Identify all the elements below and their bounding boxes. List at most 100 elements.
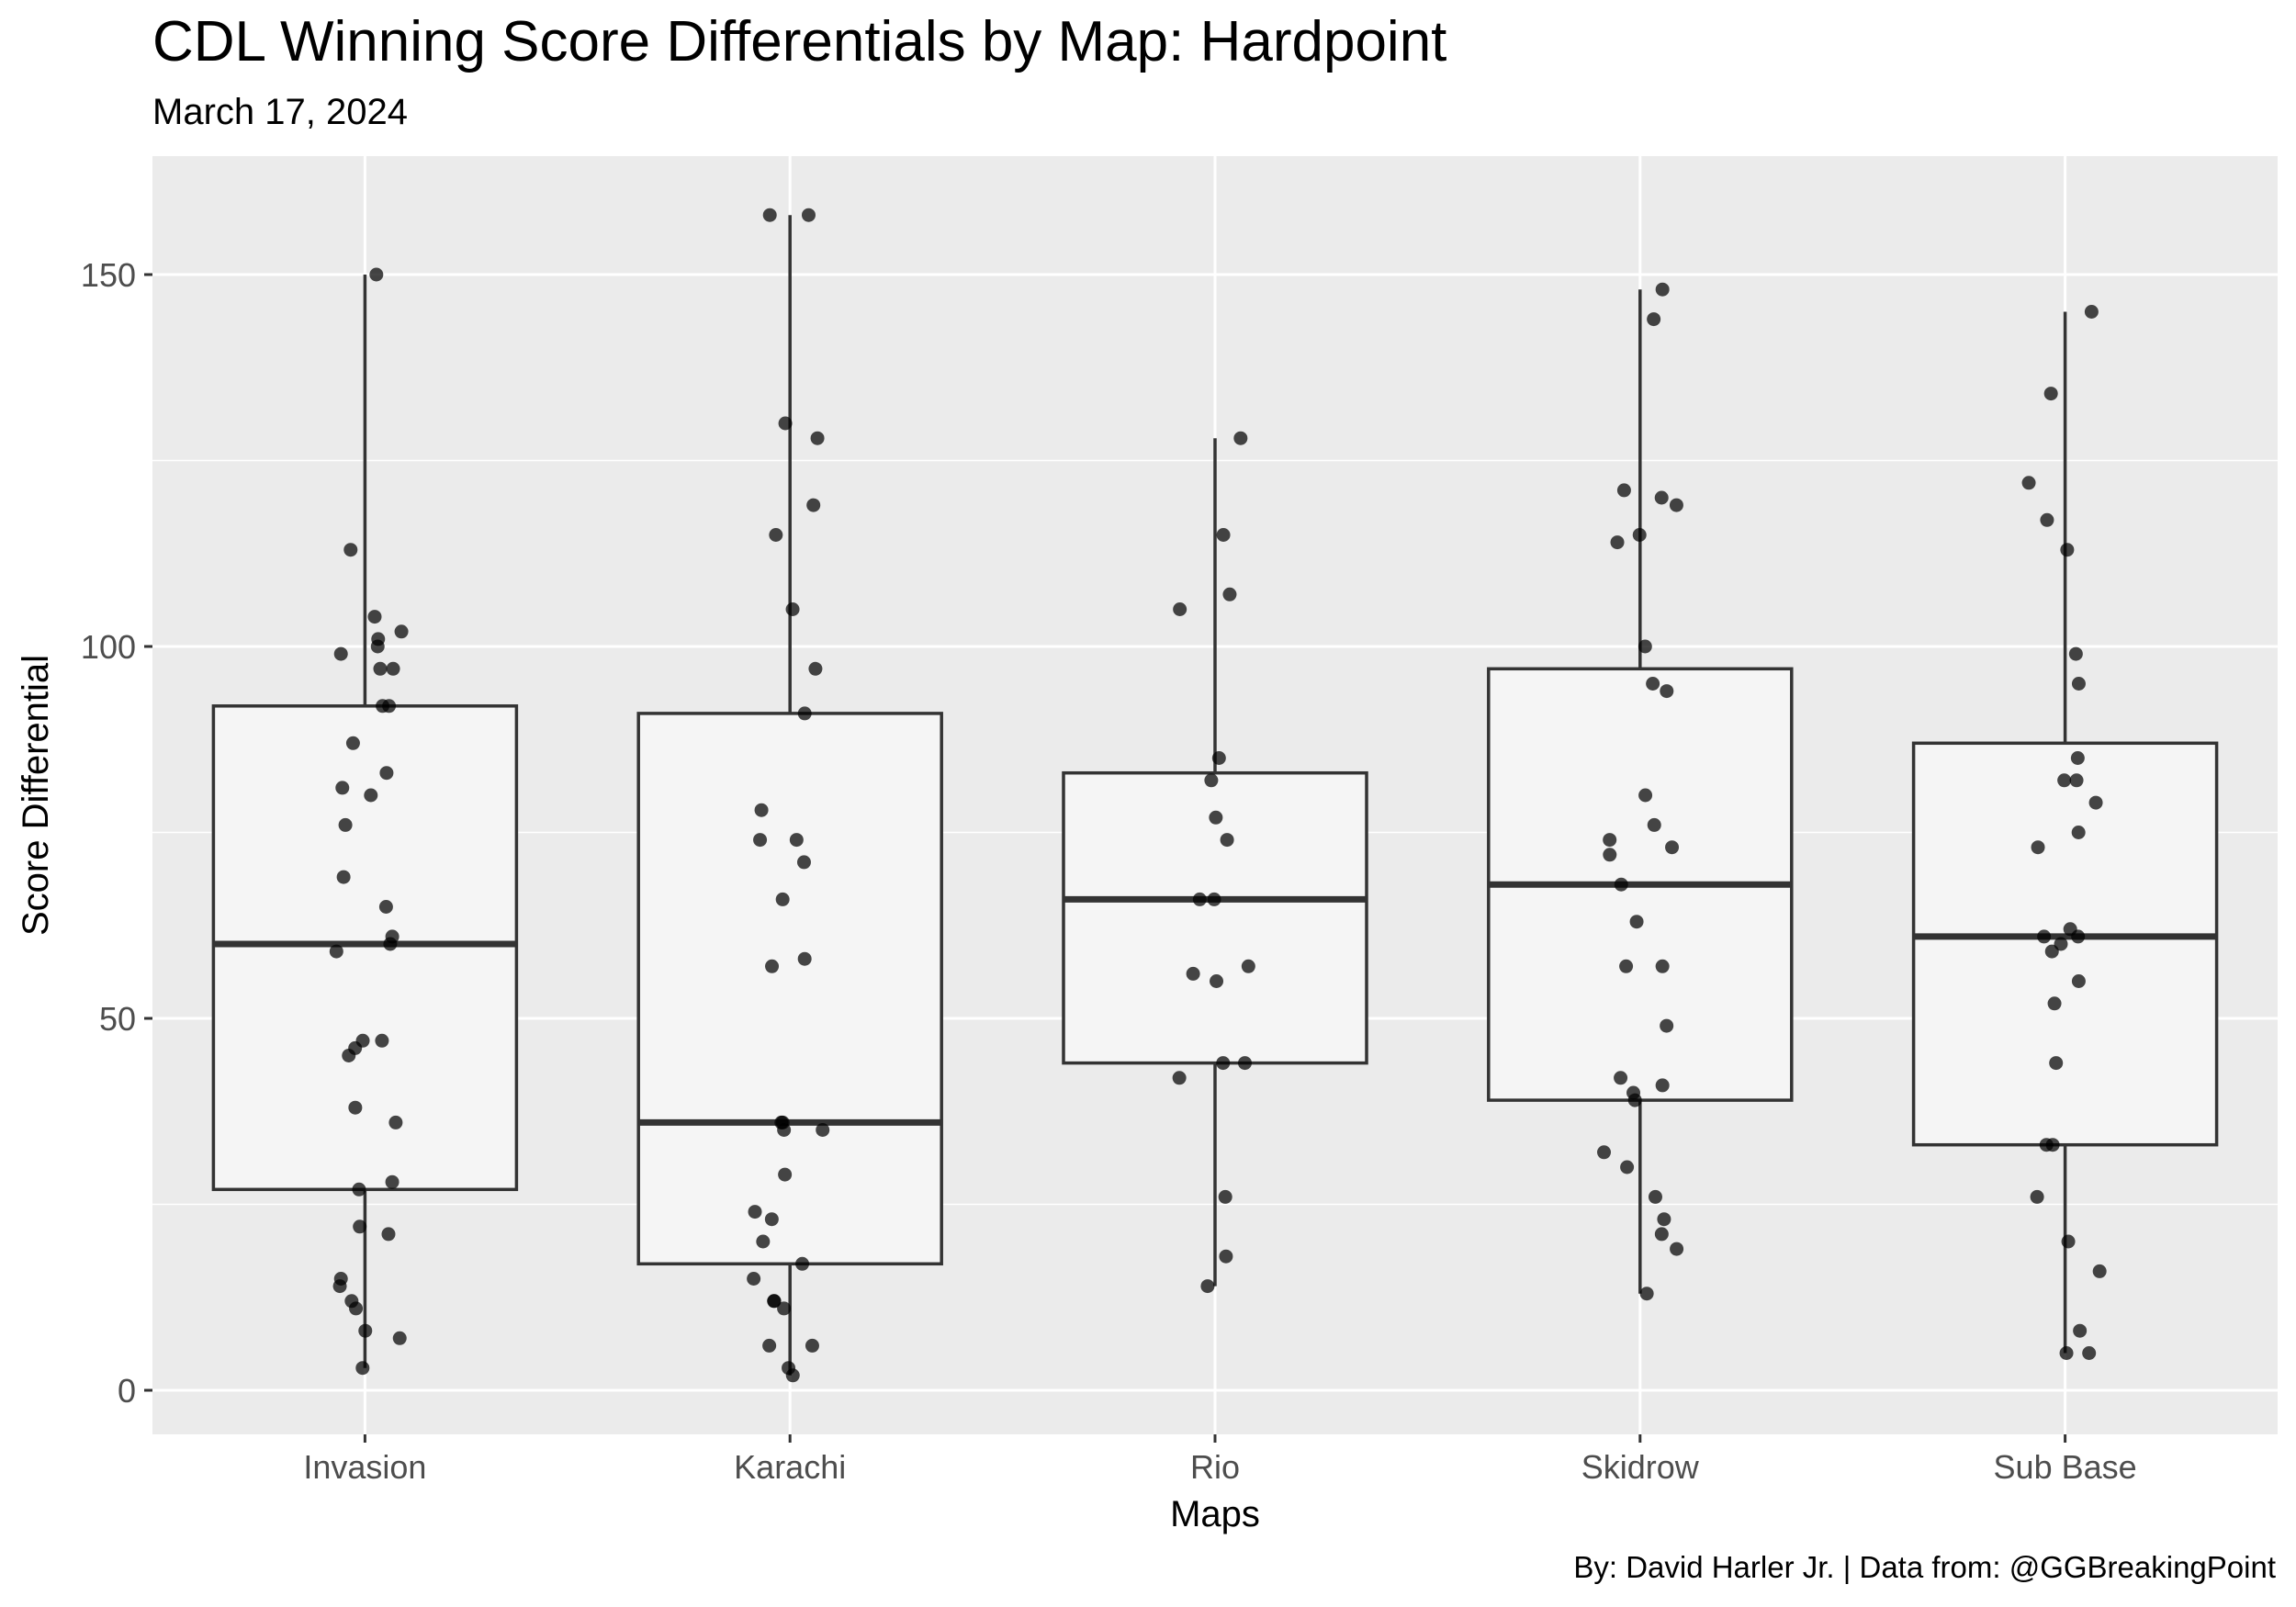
data-point — [2071, 974, 2086, 988]
data-point — [765, 959, 780, 973]
data-point — [348, 1100, 363, 1115]
data-point — [345, 736, 360, 750]
data-point — [1218, 1189, 1232, 1204]
data-point — [1222, 587, 1237, 601]
data-point — [1216, 1056, 1231, 1071]
data-point — [797, 951, 812, 966]
data-point — [392, 1331, 407, 1345]
data-point — [378, 900, 393, 914]
data-point — [2059, 1346, 2074, 1360]
data-point — [1211, 751, 1226, 765]
data-point — [1209, 810, 1223, 825]
data-point — [1603, 833, 1617, 848]
data-point — [373, 661, 388, 676]
data-point — [1654, 490, 1669, 505]
data-point — [785, 1368, 800, 1383]
data-point — [1654, 1227, 1669, 1242]
data-point — [1186, 966, 1200, 981]
data-point — [806, 498, 821, 512]
data-point — [336, 870, 351, 884]
data-point — [775, 892, 790, 906]
data-point — [789, 833, 804, 848]
data-point — [369, 267, 384, 282]
data-point — [1216, 528, 1231, 542]
x-tick-label: Invasion — [303, 1448, 426, 1486]
data-point — [1639, 1287, 1654, 1301]
data-point — [375, 1033, 389, 1048]
data-point — [386, 661, 400, 676]
data-point — [2037, 929, 2052, 944]
data-point — [1627, 1093, 1642, 1107]
data-point — [333, 646, 348, 661]
data-point — [2045, 1138, 2060, 1152]
data-point — [2030, 1189, 2044, 1204]
data-point — [2044, 944, 2059, 959]
data-point — [778, 1167, 793, 1182]
data-point — [2021, 476, 2036, 490]
data-point — [1629, 915, 1644, 929]
point-layer — [329, 208, 2107, 1383]
data-point — [1614, 1071, 1628, 1085]
data-point — [1200, 1279, 1215, 1294]
y-tick-label: 100 — [81, 628, 136, 666]
data-point — [778, 416, 793, 431]
data-point — [353, 1219, 367, 1234]
data-point — [1207, 892, 1221, 906]
data-point — [1204, 773, 1219, 788]
chart-subtitle: March 17, 2024 — [152, 92, 408, 132]
data-point — [767, 1294, 782, 1309]
data-point — [376, 699, 390, 714]
data-point — [1610, 535, 1625, 550]
chart-caption: By: David Harler Jr. | Data from: @GGBre… — [1573, 1550, 2276, 1584]
data-point — [332, 1279, 347, 1294]
box-iqr — [211, 704, 519, 1192]
data-point — [754, 803, 769, 817]
data-point — [1238, 1056, 1253, 1071]
data-point — [1638, 639, 1652, 654]
data-point — [810, 431, 825, 445]
data-point — [1655, 282, 1670, 297]
data-point — [2071, 677, 2086, 691]
data-point — [379, 766, 394, 781]
data-point — [816, 1123, 830, 1137]
data-point — [756, 1234, 771, 1249]
data-point — [797, 706, 812, 721]
data-point — [394, 624, 409, 639]
data-point — [364, 788, 378, 803]
data-point — [385, 1174, 400, 1189]
box-iqr — [636, 712, 943, 1266]
data-point — [1665, 840, 1680, 855]
data-point — [1210, 974, 1224, 988]
boxplot-skidrow — [1487, 289, 1794, 1294]
data-point — [1597, 1145, 1612, 1160]
data-point — [1657, 1212, 1671, 1227]
data-point — [1660, 1018, 1674, 1033]
data-point — [329, 944, 343, 959]
data-point — [335, 781, 350, 795]
data-point — [2043, 387, 2058, 401]
data-point — [338, 817, 353, 832]
data-point — [349, 1301, 364, 1316]
data-point — [1619, 959, 1634, 973]
data-point — [1233, 431, 1248, 445]
data-point — [1647, 817, 1661, 832]
data-point — [748, 1205, 762, 1219]
data-point — [1614, 877, 1628, 892]
data-point — [1655, 959, 1670, 973]
x-tick-label: Karachi — [734, 1448, 846, 1486]
data-point — [1638, 788, 1653, 803]
data-point — [805, 1338, 819, 1353]
chart-title: CDL Winning Score Differentials by Map: … — [152, 10, 1447, 73]
data-point — [2060, 543, 2075, 557]
data-point — [2084, 305, 2099, 319]
data-point — [2082, 1346, 2097, 1360]
data-point — [2088, 795, 2103, 810]
data-point — [764, 1212, 779, 1227]
data-point — [2047, 996, 2062, 1011]
data-point — [2031, 840, 2045, 855]
y-tick-label: 50 — [99, 1000, 136, 1038]
data-point — [1220, 833, 1234, 848]
data-point — [367, 610, 382, 624]
data-point — [762, 208, 777, 222]
